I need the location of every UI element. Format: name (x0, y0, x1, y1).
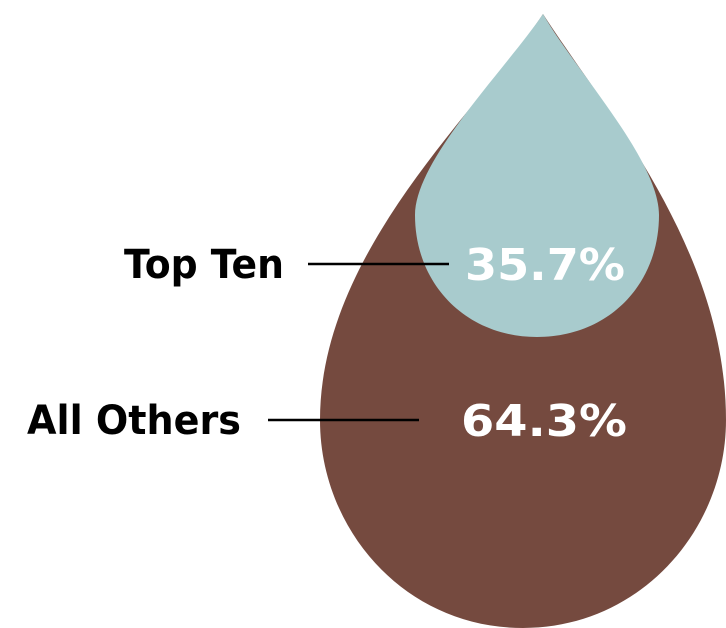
top-ten-droplet (415, 14, 659, 337)
top-ten-label: Top Ten (124, 242, 284, 288)
all-others-value-label: 64.3% (461, 396, 627, 447)
top-ten-value-label: 35.7% (465, 240, 625, 291)
all-others-label: All Others (27, 398, 241, 444)
